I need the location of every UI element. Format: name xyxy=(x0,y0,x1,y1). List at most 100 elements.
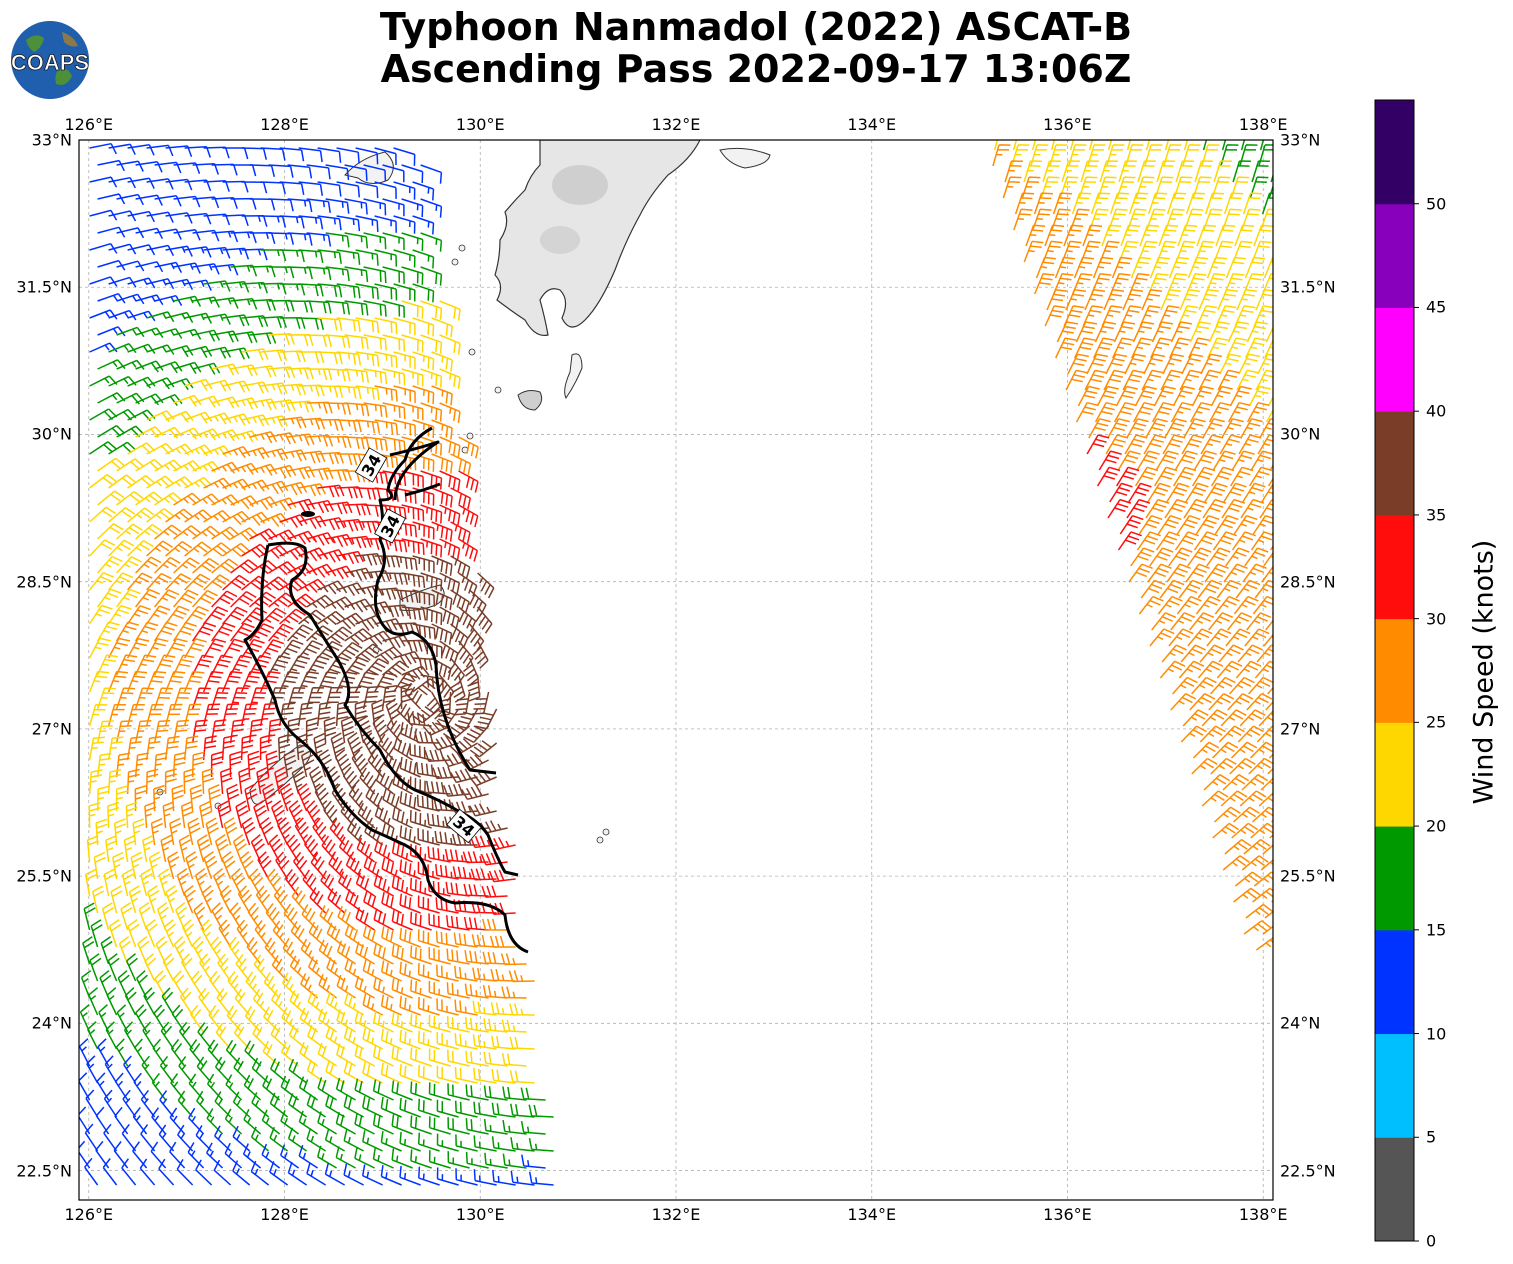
wind-barb xyxy=(375,769,395,795)
wind-barb xyxy=(326,957,346,982)
wind-barb xyxy=(160,834,173,863)
wind-barb xyxy=(298,547,327,562)
wind-barb xyxy=(218,919,232,948)
wind-barb xyxy=(255,885,271,914)
wind-barb xyxy=(1136,531,1161,551)
wind-barb xyxy=(89,176,118,188)
wind-barb xyxy=(306,434,334,447)
wind-barb xyxy=(1145,140,1151,151)
wind-barb xyxy=(1225,628,1251,647)
wind-barb xyxy=(1267,686,1273,695)
wind-barb xyxy=(1272,324,1273,326)
wind-barb xyxy=(125,801,138,829)
wind-barb xyxy=(355,941,375,965)
wind-barb xyxy=(325,1025,346,1050)
wind-barb xyxy=(435,897,459,914)
wind-barb xyxy=(1257,434,1273,455)
wind-barb xyxy=(96,687,117,710)
wind-barb xyxy=(222,542,250,558)
tanegashima-island xyxy=(564,353,583,399)
wind-barb xyxy=(1186,272,1207,295)
wind-barb xyxy=(278,702,295,727)
wind-barb xyxy=(203,509,232,523)
wind-barb xyxy=(399,1165,421,1186)
wind-barb xyxy=(250,1126,270,1152)
wind-barb xyxy=(241,147,268,160)
wind-barb xyxy=(1178,579,1204,599)
wind-barb xyxy=(93,851,106,880)
wind-barb xyxy=(299,1007,319,1033)
wind-barb xyxy=(116,490,144,506)
wind-barb xyxy=(401,572,426,589)
wind-barb xyxy=(96,752,112,778)
wind-barb xyxy=(363,436,388,452)
wind-barb xyxy=(488,869,516,883)
wind-barb xyxy=(267,687,287,710)
wind-barb xyxy=(142,1021,156,1050)
wind-barb xyxy=(283,903,300,931)
small-island xyxy=(458,244,466,252)
wind-barb xyxy=(1210,385,1233,407)
wind-barb xyxy=(279,1144,300,1169)
wind-barb xyxy=(343,1095,364,1118)
wind-barb xyxy=(1110,272,1131,295)
wind-barb xyxy=(127,144,155,156)
wind-barb xyxy=(416,794,440,812)
wind-barb xyxy=(123,1055,137,1084)
wind-barb xyxy=(1217,369,1240,391)
wind-barb xyxy=(1220,790,1248,807)
wind-barb xyxy=(372,1079,394,1101)
wind-barb xyxy=(382,232,405,251)
wind-barb xyxy=(1151,321,1174,343)
wind-barb xyxy=(303,834,319,863)
wind-barb xyxy=(455,708,479,729)
wind-barb xyxy=(126,953,138,982)
wind-barb xyxy=(336,215,361,232)
wind-barb xyxy=(211,526,240,541)
wind-barb xyxy=(1139,305,1161,327)
wind-barb xyxy=(230,462,259,475)
wind-barb xyxy=(435,864,459,880)
wind-barb xyxy=(1251,160,1270,183)
wind-barb xyxy=(355,249,379,266)
wind-barb xyxy=(191,751,205,778)
wind-barb xyxy=(343,1026,364,1050)
wind-barb xyxy=(170,1073,186,1101)
wind-barb xyxy=(463,883,489,897)
wind-barb xyxy=(1194,160,1213,183)
wind-barb xyxy=(263,1006,281,1033)
wind-barb xyxy=(483,1085,508,1101)
wind-barb xyxy=(412,317,435,337)
wind-barb xyxy=(1127,208,1147,231)
wind-barb xyxy=(203,445,232,458)
wind-barb xyxy=(436,1065,459,1084)
wind-barb xyxy=(1236,369,1259,391)
wind-barb xyxy=(355,317,380,334)
wind-barb xyxy=(1215,224,1236,247)
wind-barb xyxy=(1222,774,1249,791)
wind-barb xyxy=(127,474,155,489)
wind-barb xyxy=(362,1130,383,1152)
wind-barb xyxy=(179,987,194,1016)
wind-barb xyxy=(359,767,377,795)
wind-barb xyxy=(1166,482,1190,503)
wind-barb xyxy=(1111,256,1132,279)
wind-barb xyxy=(382,368,406,386)
wind-barb xyxy=(340,801,357,829)
wind-barb xyxy=(108,210,137,222)
colorbar-segment xyxy=(1375,722,1414,827)
wind-barb xyxy=(140,1089,156,1118)
wind-barb xyxy=(1084,369,1107,391)
wind-barb xyxy=(1230,176,1250,199)
wind-barb xyxy=(173,492,202,506)
wind-barb xyxy=(306,800,321,829)
wind-barb xyxy=(465,1084,489,1101)
logo-text: COAPS xyxy=(11,50,89,75)
wind-barb xyxy=(1122,369,1145,391)
wind-barb xyxy=(268,834,283,863)
wind-barb xyxy=(97,555,123,574)
wind-barb xyxy=(1179,289,1200,311)
wind-barb xyxy=(140,868,153,897)
wind-barb xyxy=(451,833,478,846)
kyushu-island xyxy=(494,140,701,337)
